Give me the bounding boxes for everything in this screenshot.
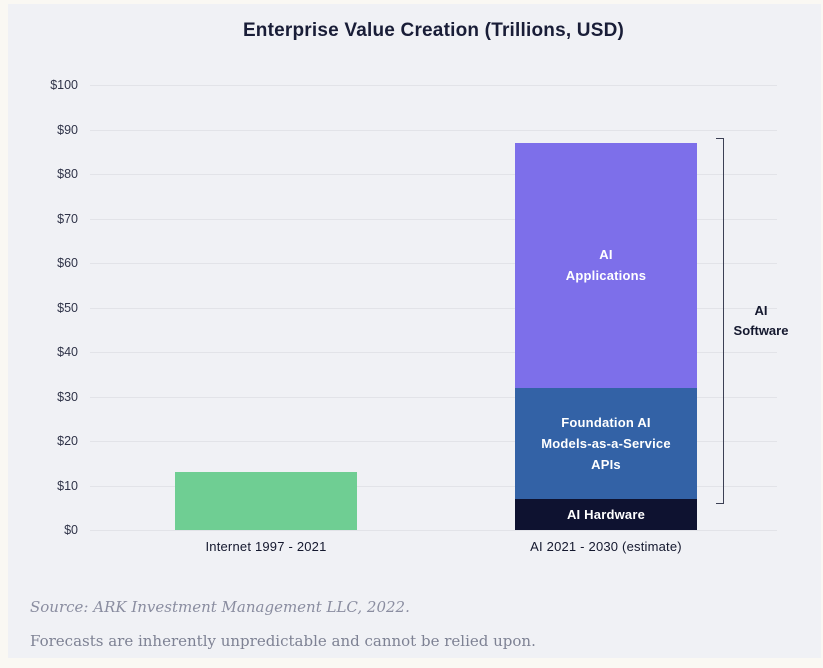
gridline-0	[90, 530, 777, 531]
bar-segment-ai-hardware: AI Hardware	[515, 498, 697, 530]
gridline-90	[90, 129, 777, 131]
y-axis-tick-label: $60	[57, 256, 78, 270]
gridline-100	[90, 85, 777, 86]
y-axis-tick-label: $10	[57, 478, 78, 493]
chart-title: Enterprise Value Creation (Trillions, US…	[242, 20, 625, 41]
gridline-50	[90, 307, 777, 309]
y-axis-tick-label: $50	[57, 300, 78, 315]
y-axis-tick-label: $80	[57, 167, 78, 181]
y-axis-tick-label: $70	[57, 211, 78, 226]
y-axis-tick-label: $90	[57, 122, 78, 137]
source-attribution: Source: ARK Investment Management LLC, 2…	[30, 598, 410, 616]
y-axis-tick-label: $30	[57, 389, 78, 404]
gridline-30	[90, 396, 777, 398]
forecast-disclaimer: Forecasts are inherently unpredictable a…	[30, 632, 536, 650]
gridline-60	[90, 263, 777, 264]
bar-segment-label-foundation-ai-models: APIs	[591, 456, 621, 472]
gridline-20	[90, 441, 777, 442]
gridline-70	[90, 218, 777, 220]
gridline-40	[90, 352, 777, 353]
y-axis-tick-label: $20	[57, 434, 78, 448]
ai-software-label: AI Software	[728, 301, 794, 341]
bar-segment-label-ai-applications: Applications	[565, 268, 647, 284]
bar-segment-label-ai-hardware: AI Hardware	[566, 506, 646, 522]
y-axis-tick-label: $100	[50, 78, 78, 92]
bar-segment-foundation-ai-models: Foundation AI Models-as-a-Service APIs	[515, 387, 697, 499]
gridline-80	[90, 174, 777, 175]
y-axis-tick-label: $40	[57, 345, 78, 359]
x-axis-category-label: Internet 1997 - 2021	[205, 539, 327, 554]
ai-software-label-line: Software	[733, 322, 789, 338]
bar-segment-label-ai-applications: AI	[599, 247, 613, 263]
bar-segment-label-foundation-ai-models: Models-as-a-Service	[541, 435, 671, 451]
ai-software-label-line: AI	[754, 302, 768, 318]
x-axis-category-label: AI 2021 - 2030 (estimate)	[530, 539, 682, 554]
bar-segment-label-foundation-ai-models: Foundation AI	[561, 414, 651, 430]
y-axis-tick-label: $0	[64, 523, 78, 537]
gridline-10	[90, 485, 777, 487]
bar-segment-internet	[175, 472, 357, 530]
bar-segment-ai-applications: AI Applications	[515, 142, 697, 388]
ai-software-bracket-icon	[716, 137, 724, 504]
